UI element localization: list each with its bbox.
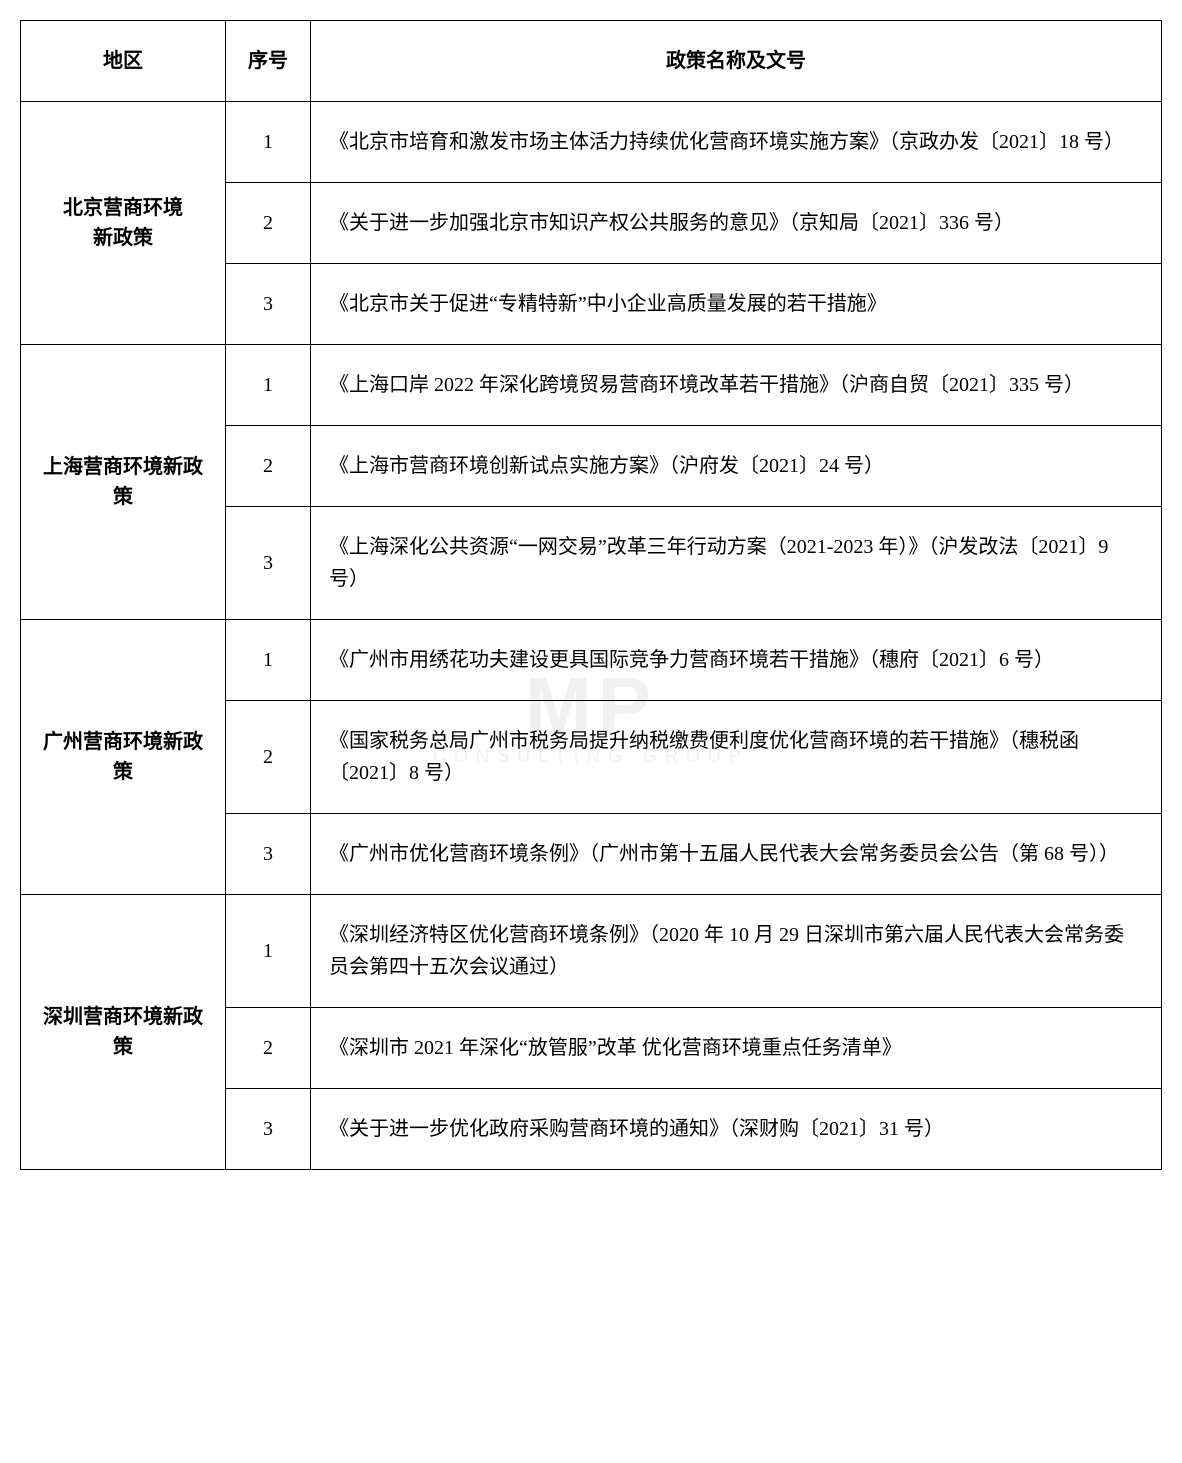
table-header-row: 地区 序号 政策名称及文号 <box>21 21 1162 102</box>
col-header-region: 地区 <box>21 21 226 102</box>
policy-cell: 《深圳市 2021 年深化“放管服”改革 优化营商环境重点任务清单》 <box>311 1008 1162 1089</box>
col-header-policy: 政策名称及文号 <box>311 21 1162 102</box>
num-cell: 2 <box>226 701 311 814</box>
policy-cell: 《深圳经济特区优化营商环境条例》（2020 年 10 月 29 日深圳市第六届人… <box>311 895 1162 1008</box>
policy-cell: 《上海口岸 2022 年深化跨境贸易营商环境改革若干措施》（沪商自贸〔2021〕… <box>311 345 1162 426</box>
num-cell: 1 <box>226 102 311 183</box>
policy-cell: 《上海深化公共资源“一网交易”改革三年行动方案（2021-2023 年）》（沪发… <box>311 507 1162 620</box>
num-cell: 2 <box>226 426 311 507</box>
num-cell: 2 <box>226 1008 311 1089</box>
num-cell: 3 <box>226 264 311 345</box>
policy-cell: 《关于进一步加强北京市知识产权公共服务的意见》（京知局〔2021〕336 号） <box>311 183 1162 264</box>
region-cell: 上海营商环境新政策 <box>21 345 226 620</box>
policy-cell: 《北京市关于促进“专精特新”中小企业高质量发展的若干措施》 <box>311 264 1162 345</box>
num-cell: 3 <box>226 1089 311 1170</box>
table-row: 北京营商环境新政策1《北京市培育和激发市场主体活力持续优化营商环境实施方案》（京… <box>21 102 1162 183</box>
num-cell: 1 <box>226 895 311 1008</box>
policy-cell: 《上海市营商环境创新试点实施方案》（沪府发〔2021〕24 号） <box>311 426 1162 507</box>
table-row: 广州营商环境新政策1《广州市用绣花功夫建设更具国际竞争力营商环境若干措施》（穗府… <box>21 620 1162 701</box>
policy-cell: 《关于进一步优化政府采购营商环境的通知》（深财购〔2021〕31 号） <box>311 1089 1162 1170</box>
policy-cell: 《国家税务总局广州市税务局提升纳税缴费便利度优化营商环境的若干措施》（穗税函〔2… <box>311 701 1162 814</box>
region-cell: 深圳营商环境新政策 <box>21 895 226 1170</box>
table-body: 北京营商环境新政策1《北京市培育和激发市场主体活力持续优化营商环境实施方案》（京… <box>21 102 1162 1170</box>
policy-cell: 《广州市用绣花功夫建设更具国际竞争力营商环境若干措施》（穗府〔2021〕6 号） <box>311 620 1162 701</box>
num-cell: 1 <box>226 345 311 426</box>
policy-cell: 《北京市培育和激发市场主体活力持续优化营商环境实施方案》（京政办发〔2021〕1… <box>311 102 1162 183</box>
table-row: 上海营商环境新政策1《上海口岸 2022 年深化跨境贸易营商环境改革若干措施》（… <box>21 345 1162 426</box>
region-cell: 北京营商环境新政策 <box>21 102 226 345</box>
col-header-num: 序号 <box>226 21 311 102</box>
num-cell: 3 <box>226 507 311 620</box>
region-cell: 广州营商环境新政策 <box>21 620 226 895</box>
policy-table-container: MP CONSULTING GROUP 地区 序号 政策名称及文号 北京营商环境… <box>20 20 1162 1170</box>
policy-cell: 《广州市优化营商环境条例》（广州市第十五届人民代表大会常务委员会公告（第 68 … <box>311 814 1162 895</box>
policy-table: 地区 序号 政策名称及文号 北京营商环境新政策1《北京市培育和激发市场主体活力持… <box>20 20 1162 1170</box>
num-cell: 3 <box>226 814 311 895</box>
num-cell: 1 <box>226 620 311 701</box>
table-row: 深圳营商环境新政策1《深圳经济特区优化营商环境条例》（2020 年 10 月 2… <box>21 895 1162 1008</box>
num-cell: 2 <box>226 183 311 264</box>
